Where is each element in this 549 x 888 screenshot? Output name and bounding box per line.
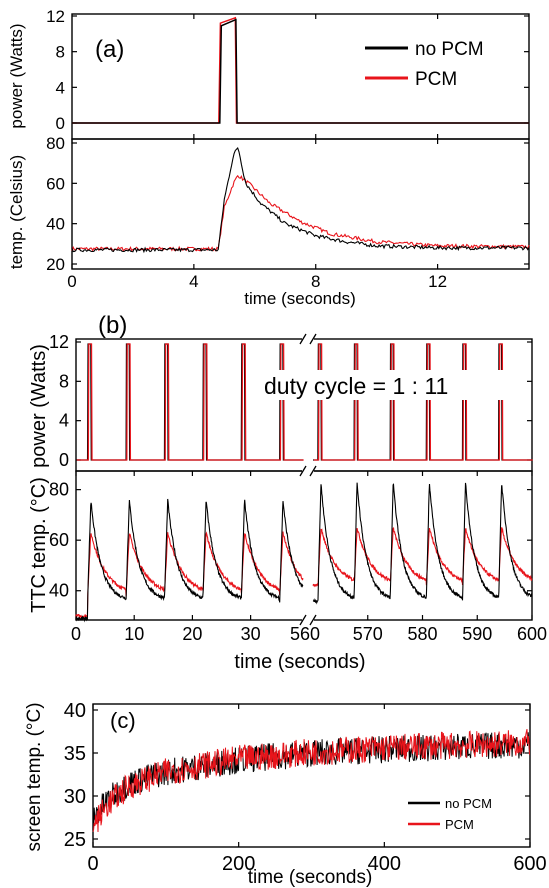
panel-c-label: (c) <box>110 708 136 733</box>
panel-b-temp-break-label: 560 <box>290 624 320 644</box>
panel-b-temp-xtick-label: 30 <box>241 624 261 644</box>
panel-a-temp-xlabel: time (seconds) <box>244 289 355 308</box>
panel-c-ytick-label: 35 <box>64 743 86 765</box>
panel-b-temp-xlabel: time (seconds) <box>234 651 365 673</box>
panel-a-temp-series-no-pcm <box>71 146 530 254</box>
annotation-background <box>266 370 508 400</box>
panel-b-power-series-pcm-0 <box>76 343 304 461</box>
panel-a-temp-ytick-label: 80 <box>46 134 65 153</box>
panel-b-temp-ytick-label: 80 <box>49 480 69 500</box>
panel-c-xtick-label: 0 <box>87 853 98 875</box>
panel-a-temp-series-pcm <box>71 174 530 252</box>
panel-b-temp-break-gap-bottom <box>302 616 314 624</box>
panel-b-temp-xtick-label: 580 <box>407 624 437 644</box>
panel-c-ytick-label: 25 <box>64 829 86 851</box>
panel-b-power-ytick-label: 12 <box>49 332 69 352</box>
panel-a-power-series-no-pcm <box>72 18 529 124</box>
panel-a-power-ytick-label: 4 <box>56 78 65 97</box>
panel-c-ylabel: screen temp. (°C) <box>24 702 45 851</box>
panel-b-temp-ylabel: TTC temp. (°C) <box>28 477 50 613</box>
legend-a-label-no-pcm: no PCM <box>415 39 484 60</box>
panel-a-power-ytick-label: 8 <box>56 43 65 62</box>
panel-b-temp-break-gap-top <box>302 467 314 475</box>
panel-c-xlabel: time (seconds) <box>248 867 373 888</box>
panel-b-temp-series-no-pcm-0 <box>75 498 304 623</box>
legend-c-background <box>405 790 525 838</box>
panel-a-temp-ytick-label: 60 <box>46 174 65 193</box>
panel-b-power-series-pcm-1 <box>313 343 533 461</box>
panel-c-xtick-label: 600 <box>513 853 546 875</box>
panel-b-power-ylabel: power (Watts) <box>28 344 50 468</box>
panel-b-power-ytick-label: 8 <box>59 371 69 391</box>
panel-a-temp-xtick-label: 4 <box>189 272 198 291</box>
panel-c-ytick-label: 30 <box>64 786 86 808</box>
panel-b-temp-xtick-label: 20 <box>182 624 202 644</box>
panel-b-temp-xtick-label: 0 <box>71 624 81 644</box>
panel-a-power-frame <box>71 13 530 140</box>
panel-a-power-ylabel: power (Watts) <box>7 23 26 128</box>
legend-c-label-pcm: PCM <box>445 817 474 832</box>
panel-a-temp-ytick-label: 40 <box>46 215 65 234</box>
legend-c-label-no-pcm: no PCM <box>445 796 492 811</box>
panel-a-power-series-pcm <box>72 16 529 124</box>
panel-b-temp-xtick-label: 590 <box>462 624 492 644</box>
panel-b-power-ytick-label: 0 <box>59 450 69 470</box>
panel-b-power-break-gap-top <box>302 335 314 343</box>
axis-break-mark <box>299 614 317 626</box>
panel-c-ytick-label: 40 <box>64 700 86 722</box>
panel-b-temp-ytick-label: 40 <box>49 581 69 601</box>
panel-c-series-pcm <box>92 728 530 833</box>
panel-b-power-series-no-pcm-0 <box>76 343 303 461</box>
panel-b-temp-xtick-label: 600 <box>517 624 547 644</box>
panel-a-power-ytick-label: 12 <box>46 7 65 26</box>
panel-a-temp-xtick-label: 0 <box>67 272 76 291</box>
panel-c-xtick-label: 400 <box>368 853 401 875</box>
panel-b-label: (b) <box>98 312 127 339</box>
panel-b-temp-series-pcm-0 <box>75 531 304 620</box>
axis-break-mark <box>299 465 317 477</box>
panel-c-series-no-pcm <box>92 732 530 826</box>
panel-b-temp-series-no-pcm-1 <box>312 482 533 605</box>
panel-a-temp-ytick-label: 20 <box>46 255 65 274</box>
legend-a-label-pcm: PCM <box>415 69 457 90</box>
panel-a-label: (a) <box>95 36 124 63</box>
axis-break-mark <box>299 333 317 345</box>
panel-a-temp-ylabel: temp. (Celsius) <box>7 155 26 269</box>
panel-b-temp-ytick-label: 60 <box>49 530 69 550</box>
panel-a-temp-xtick-label: 8 <box>311 272 320 291</box>
panel-c-xtick-label: 200 <box>222 853 255 875</box>
panel-b-temp-xtick-label: 10 <box>124 624 144 644</box>
panel-b-temp-xtick-label: 570 <box>353 624 383 644</box>
panel-a-power-ytick-label: 0 <box>56 114 65 133</box>
panel-c-frame <box>92 703 531 848</box>
panel-b-power-ytick-label: 4 <box>59 411 69 431</box>
duty-cycle-annotation: duty cycle = 1 : 11 <box>264 373 448 399</box>
panel-b-temp-series-pcm-1 <box>312 527 533 588</box>
panel-a-temp-frame <box>71 138 530 270</box>
panel-a-temp-xtick-label: 12 <box>428 272 447 291</box>
